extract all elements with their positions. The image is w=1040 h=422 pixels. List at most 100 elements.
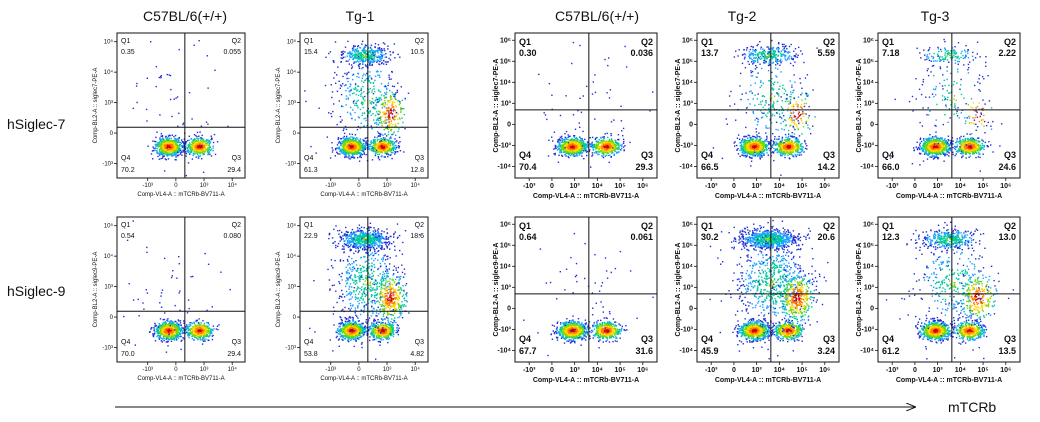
event-dot xyxy=(391,91,393,94)
event-dot xyxy=(756,134,758,136)
event-dot xyxy=(152,150,155,152)
event-dot xyxy=(360,52,362,54)
event-dot xyxy=(214,69,216,71)
event-dot xyxy=(383,147,385,149)
event-dot xyxy=(391,115,394,118)
event-dot xyxy=(145,108,148,111)
event-dot xyxy=(318,107,320,109)
event-dot xyxy=(592,145,594,147)
event-dot xyxy=(624,45,626,48)
event-dot xyxy=(393,101,396,103)
event-dot xyxy=(563,138,566,141)
column-title: Tg-3 xyxy=(921,8,950,24)
event-dot xyxy=(191,158,194,160)
event-dot xyxy=(347,139,349,142)
event-dot xyxy=(394,105,397,107)
event-dot xyxy=(394,153,396,155)
event-dot xyxy=(388,76,390,78)
event-dot xyxy=(342,50,344,52)
event-dot xyxy=(340,93,343,96)
event-dot xyxy=(383,63,385,65)
event-dot xyxy=(212,150,214,152)
event-dot xyxy=(168,141,170,144)
event-dot xyxy=(383,111,385,113)
event-dot xyxy=(359,142,361,144)
event-dot xyxy=(373,138,375,141)
event-dot xyxy=(363,91,365,93)
event-dot xyxy=(361,143,364,145)
event-dot xyxy=(345,104,347,106)
event-dot xyxy=(765,144,767,146)
event-dot xyxy=(188,150,190,153)
event-dot xyxy=(358,146,360,149)
event-dot xyxy=(185,145,187,147)
event-dot xyxy=(380,121,383,123)
event-dot xyxy=(579,146,582,148)
event-dot xyxy=(371,127,373,130)
event-dot xyxy=(359,144,361,147)
event-dot xyxy=(181,151,183,153)
event-dot xyxy=(390,109,393,111)
event-dot xyxy=(611,152,613,154)
event-dot xyxy=(194,141,196,143)
event-dot xyxy=(352,49,355,51)
y-tick-label: 10⁴ xyxy=(287,69,297,76)
event-dot xyxy=(385,140,387,142)
event-dot xyxy=(366,110,368,112)
event-dot xyxy=(744,152,746,155)
event-dot xyxy=(191,144,193,146)
event-dot xyxy=(379,146,381,148)
event-dot xyxy=(359,152,361,154)
event-dot xyxy=(376,50,378,52)
event-dot xyxy=(609,154,611,156)
event-dot xyxy=(579,152,581,155)
event-dot xyxy=(174,148,176,150)
event-dot xyxy=(610,139,613,141)
event-dot xyxy=(193,148,196,150)
event-dot xyxy=(580,144,583,146)
event-dot xyxy=(378,142,380,144)
event-dot xyxy=(380,103,383,106)
event-dot xyxy=(601,151,603,153)
event-dot xyxy=(562,140,564,142)
event-dot xyxy=(206,144,208,146)
event-dot xyxy=(578,141,580,143)
event-dot xyxy=(342,150,344,152)
event-dot xyxy=(150,153,153,155)
event-dot xyxy=(766,146,768,148)
event-dot xyxy=(378,100,380,103)
event-dot xyxy=(355,149,357,152)
event-dot xyxy=(608,161,610,164)
event-dot xyxy=(586,150,589,153)
event-dot xyxy=(754,145,756,148)
event-dot xyxy=(613,144,615,146)
event-dot xyxy=(391,98,393,100)
event-dot xyxy=(397,142,400,144)
event-dot xyxy=(358,149,360,151)
event-dot xyxy=(160,153,162,155)
quadrant-label-q1: Q1 xyxy=(304,38,313,45)
event-dot xyxy=(372,58,375,60)
event-dot xyxy=(174,149,176,151)
event-dot xyxy=(614,149,617,151)
event-dot xyxy=(573,135,576,137)
event-dot xyxy=(197,155,200,157)
y-tick-label: -10³ xyxy=(499,142,512,149)
event-dot xyxy=(366,92,368,95)
event-dot xyxy=(386,145,388,148)
event-dot xyxy=(350,136,352,138)
event-dot xyxy=(173,141,175,143)
event-dot xyxy=(384,120,386,122)
event-dot xyxy=(595,140,597,142)
event-dot xyxy=(177,140,179,142)
event-dot xyxy=(362,60,364,62)
event-dot xyxy=(352,152,355,154)
event-dot xyxy=(367,111,370,113)
event-dot xyxy=(562,148,564,150)
event-dot xyxy=(211,138,213,140)
event-dot xyxy=(610,147,613,150)
event-dot xyxy=(380,83,383,85)
event-dot xyxy=(337,147,339,150)
event-dot xyxy=(178,112,180,115)
event-dot xyxy=(608,142,610,144)
